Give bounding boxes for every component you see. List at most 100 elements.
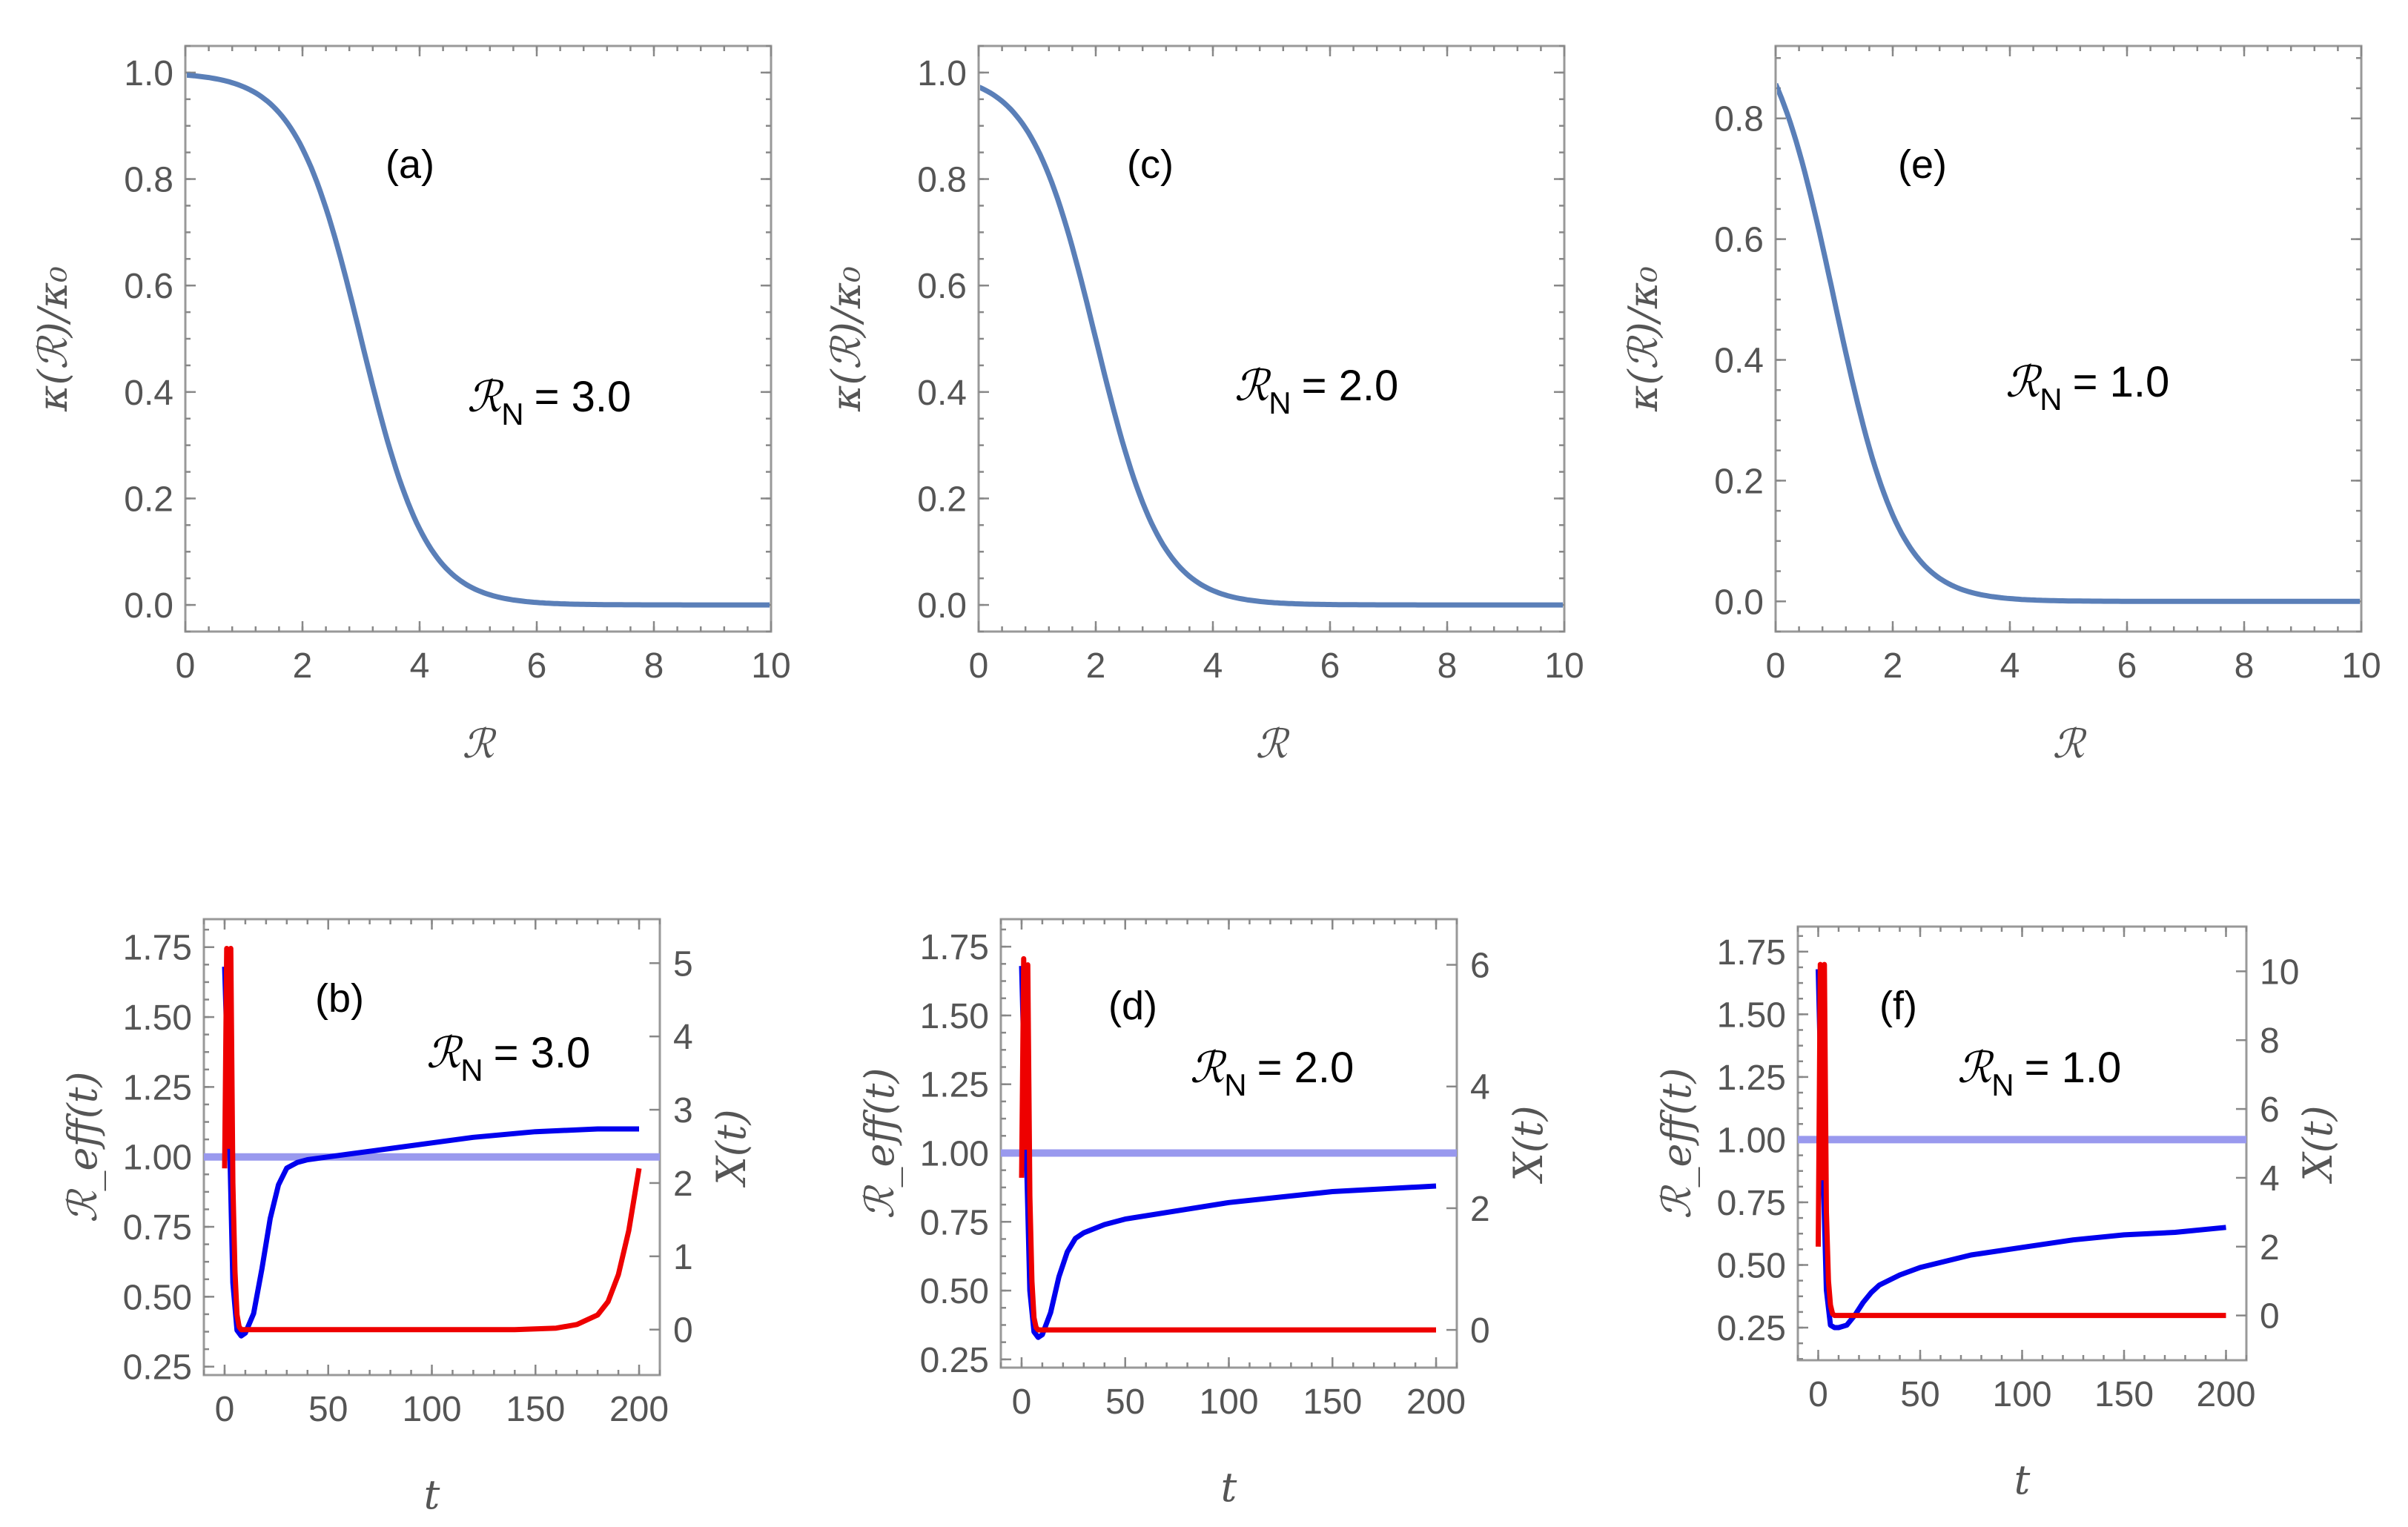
annotation-subscript: N <box>1991 1067 2014 1102</box>
y-tick-label: 1.0 <box>917 54 967 93</box>
y2-axis-label: X(t) <box>708 1109 755 1188</box>
y-tick-label: 1.00 <box>123 1139 192 1178</box>
annotation-subscript: N <box>2040 382 2062 417</box>
annotation-symbol: ℛ <box>1190 1042 1227 1093</box>
x-tick-label: 150 <box>2094 1375 2154 1414</box>
x-tick-label: 0 <box>215 1390 235 1429</box>
y2-tick-label: 8 <box>2260 1021 2280 1061</box>
y-tick-label: 1.75 <box>123 929 192 968</box>
y-tick-label: 0.25 <box>1717 1309 1786 1348</box>
y2-tick-label: 4 <box>2260 1159 2280 1199</box>
x-tick-label: 4 <box>2000 646 2020 686</box>
y2-tick-label: 4 <box>673 1018 693 1057</box>
reff-series-line <box>1019 966 1437 1340</box>
panel-a: 0 2 4 6 8 100.00.20.40.60.81.0ℛκ(ℛ)/κ₀(a)ℛN = … <box>30 44 791 767</box>
panel-letter: (c) <box>1127 142 1174 187</box>
y2-tick-label: 2 <box>1470 1190 1490 1229</box>
annotation-subscript: N <box>460 1053 483 1087</box>
y-tick-label: 0.4 <box>124 374 173 413</box>
x-tick-label: 2 <box>1086 646 1106 686</box>
annotation-value: = 2.0 <box>1302 362 1399 410</box>
x-tick-label: 6 <box>1320 646 1340 686</box>
x-axis-label: t <box>1221 1464 1237 1511</box>
panel-e: 0 2 4 6 8 100.00.20.40.60.8ℛκ(ℛ)/κ₀(e)ℛN = 1.0 <box>1620 44 2381 767</box>
panel-letter: (a) <box>386 142 434 187</box>
x-series-line <box>1019 955 1436 1333</box>
kappa-curve <box>187 72 770 608</box>
y-tick-label: 0.2 <box>917 480 967 519</box>
x-axis-label: t <box>2014 1457 2031 1503</box>
annotation-symbol: ℛ <box>467 371 504 422</box>
x-tick-label: 2 <box>293 646 313 686</box>
plot-frame <box>202 918 661 1377</box>
y2-tick-label: 10 <box>2260 953 2299 992</box>
y-tick-label: 0.2 <box>124 480 173 519</box>
y-tick-label: 0.75 <box>1717 1184 1786 1223</box>
annotation-subscript: N <box>1224 1067 1246 1102</box>
x-tick-label: 100 <box>402 1390 461 1429</box>
x-axis-label: ℛ <box>1255 721 1290 767</box>
y2-axis-label: X(t) <box>1505 1105 1552 1184</box>
y-tick-label: 1.50 <box>1717 996 1786 1035</box>
x-tick-label: 200 <box>609 1390 669 1429</box>
y-tick-label: 0.50 <box>920 1272 989 1311</box>
y-tick-label: 0.50 <box>123 1278 192 1317</box>
plot-frame <box>184 44 773 633</box>
x-axis-label: ℛ <box>462 721 497 767</box>
reff-series-line <box>222 966 639 1339</box>
y-tick-label: 0.6 <box>1714 221 1764 260</box>
y2-tick-label: 1 <box>673 1238 693 1277</box>
x-tick-label: 50 <box>308 1390 348 1429</box>
panel-letter: (d) <box>1108 984 1157 1028</box>
annotation-value: = 2.0 <box>1257 1044 1354 1092</box>
y2-tick-label: 4 <box>1470 1068 1490 1107</box>
panel-letter: (e) <box>1898 142 1947 187</box>
y-tick-label: 1.00 <box>920 1134 989 1173</box>
x-tick-label: 150 <box>1303 1382 1362 1422</box>
annotation-subscript: N <box>501 397 523 431</box>
annotation-symbol: ℛ <box>1234 360 1271 411</box>
y-tick-label: 1.75 <box>920 928 989 967</box>
y-axis-label: κ(ℛ)/κ₀ <box>823 266 870 412</box>
x-tick-label: 10 <box>751 646 790 686</box>
y-tick-label: 0.8 <box>1714 100 1764 139</box>
y-tick-label: 0.4 <box>1714 342 1764 381</box>
y2-tick-label: 6 <box>2260 1090 2280 1130</box>
y-tick-label: 1.50 <box>123 998 192 1038</box>
panel-c: 0 2 4 6 8 100.00.20.40.60.81.0ℛκ(ℛ)/κ₀(c)ℛN = … <box>823 44 1584 767</box>
x-tick-label: 8 <box>644 646 664 686</box>
x-tick-label: 0 <box>1766 646 1786 686</box>
x-tick-label: 10 <box>2341 646 2381 686</box>
y-tick-label: 0.6 <box>917 267 967 306</box>
x-tick-label: 6 <box>527 646 547 686</box>
x-tick-label: 50 <box>1900 1375 1939 1414</box>
x-tick-label: 0 <box>176 646 196 686</box>
y2-tick-label: 5 <box>673 944 693 984</box>
annotation: ℛN = 1.0 <box>2005 357 2169 417</box>
annotation: ℛN = 3.0 <box>467 371 631 431</box>
y2-axis-label: X(t) <box>2295 1105 2341 1184</box>
y-axis-label: ℛ_eff(t) <box>59 1071 106 1222</box>
y-axis-label: ℛ_eff(t) <box>856 1067 903 1219</box>
plot-frame <box>999 918 1458 1369</box>
annotation-symbol: ℛ <box>2005 357 2042 407</box>
panel-d: 0 50 100 150 200 0.25 0.50 0.75 1.00 1.25 1.50 1.75… <box>856 918 1552 1511</box>
x-tick-label: 8 <box>1438 646 1458 686</box>
plot-frame <box>1796 925 2248 1362</box>
plot-frame <box>1774 44 2363 633</box>
reff-series-line <box>1816 969 2226 1331</box>
y-tick-label: 0.25 <box>920 1341 989 1380</box>
y-tick-label: 1.50 <box>920 997 989 1036</box>
x-tick-label: 200 <box>1406 1382 1466 1422</box>
panel-b: 0 50 100 150 2000.250.500.751.001.251.501.75… <box>59 918 755 1518</box>
annotation: ℛN = 3.0 <box>426 1027 590 1087</box>
x-axis-label: ℛ <box>2052 721 2087 767</box>
x-tick-label: 6 <box>2117 646 2137 686</box>
y2-tick-label: 2 <box>673 1165 693 1204</box>
y-tick-label: 0.6 <box>124 267 173 306</box>
y2-tick-label: 0 <box>673 1311 693 1351</box>
y-tick-label: 0.4 <box>917 374 967 413</box>
y-axis-label: κ(ℛ)/κ₀ <box>30 266 76 412</box>
y2-tick-label: 2 <box>2260 1228 2280 1268</box>
